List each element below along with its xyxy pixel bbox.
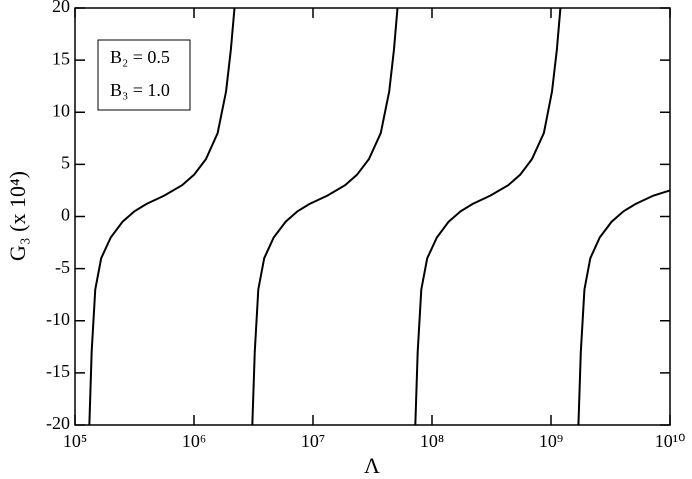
y-tick-label: 10: [52, 100, 70, 120]
y-axis-title: G₃ (x 10⁴): [5, 171, 30, 261]
x-tick-label: 10⁸: [420, 431, 444, 451]
y-tick-label: 15: [52, 48, 70, 68]
y-tick-label: 5: [61, 153, 70, 173]
x-axis-title: Λ: [364, 453, 380, 478]
data-line: [88, 7, 671, 426]
legend-box: [97, 39, 191, 111]
y-tick-label: -15: [46, 361, 70, 381]
y-tick-label: -20: [46, 413, 70, 433]
y-tick-label: -5: [55, 257, 70, 277]
y-tick-label: 0: [61, 205, 70, 225]
annotation: B₂ = 0.5: [110, 47, 170, 67]
x-tick-label: 10⁹: [539, 431, 563, 451]
x-tick-label: 10⁷: [301, 431, 325, 451]
x-tick-label: 10¹⁰: [655, 431, 686, 451]
y-tick-label: -10: [46, 309, 70, 329]
x-tick-label: 10⁵: [63, 431, 87, 451]
y-tick-label: 20: [52, 0, 70, 16]
x-tick-label: 10⁶: [182, 431, 206, 451]
annotation: B₃ = 1.0: [110, 80, 170, 100]
